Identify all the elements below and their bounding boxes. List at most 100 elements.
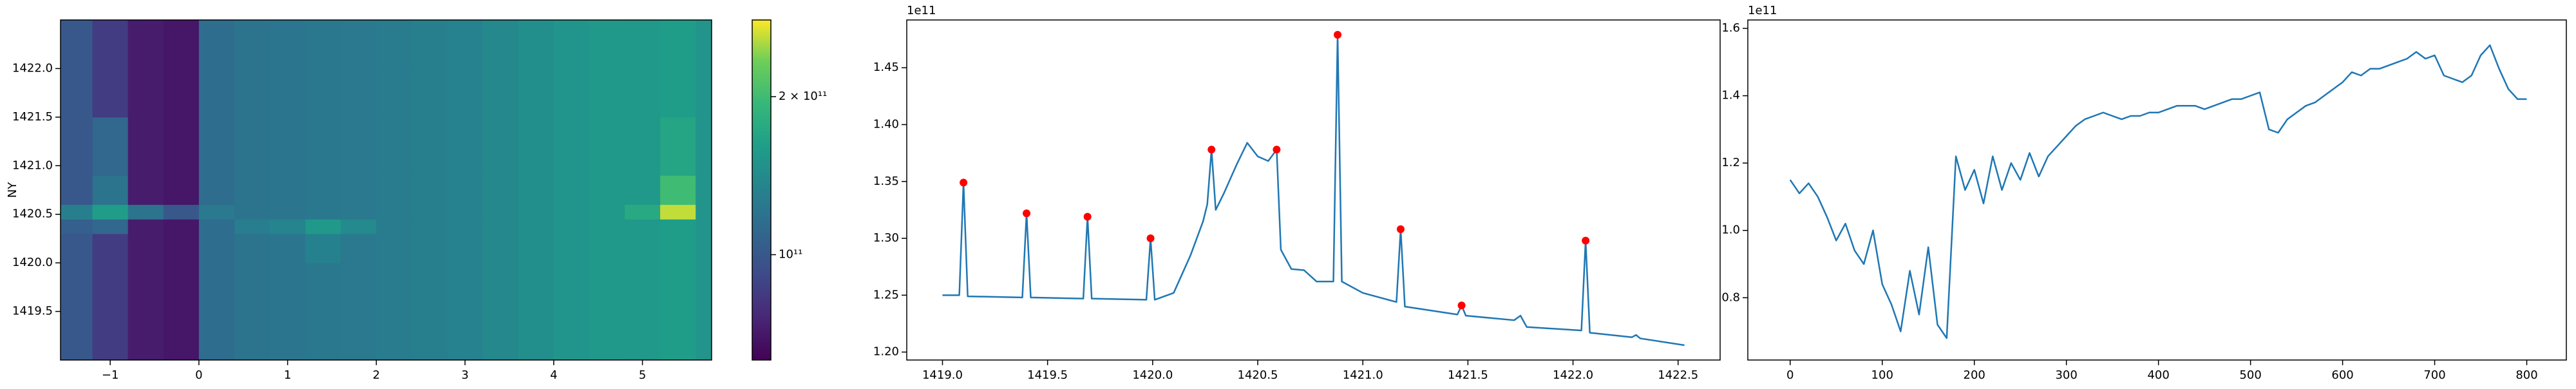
heatmap-cell <box>625 20 661 69</box>
heatmap-cell <box>198 175 235 205</box>
heatmap-cell <box>128 263 164 312</box>
heatmap-cell <box>128 20 164 69</box>
x-tick-label: 600 <box>2331 368 2353 382</box>
heatmap-cell <box>376 20 412 69</box>
heatmap-cell <box>376 233 412 263</box>
heatmap-cell <box>234 204 270 220</box>
peak-marker <box>1083 213 1092 221</box>
heatmap-cell <box>660 233 696 263</box>
heatmap-cell <box>553 204 590 220</box>
heatmap-cell <box>482 219 519 234</box>
heatmap-cell <box>341 233 377 263</box>
heatmap-cell <box>341 68 377 118</box>
heatmap-cell <box>518 263 554 312</box>
peak-marker <box>1457 301 1466 310</box>
heatmap-cell <box>128 311 164 360</box>
y-tick-label: 1421.5 <box>12 110 53 124</box>
heatmap-cell <box>61 117 93 176</box>
heatmap-cell <box>163 219 200 234</box>
heatmap-cell <box>61 311 93 360</box>
heatmap-cell <box>518 20 554 69</box>
heatmap-cell <box>92 263 129 312</box>
heatmap-cell <box>412 68 448 118</box>
heatmap-cell <box>163 263 200 312</box>
x-tick-label: 800 <box>2515 368 2537 382</box>
heatmap-cell <box>341 263 377 312</box>
heatmap-cell <box>660 311 696 360</box>
heatmap-cell <box>305 117 341 176</box>
heatmap-cell <box>482 204 519 220</box>
heatmap-cell <box>553 263 590 312</box>
y-tick-label: 0.8 <box>1721 290 1740 304</box>
heatmap-cell <box>270 219 306 234</box>
x-tick-label: 5 <box>639 368 646 382</box>
heatmap-cell <box>625 263 661 312</box>
data-line <box>1789 44 2527 339</box>
heatmap-cell <box>660 204 696 220</box>
heatmap-cell <box>128 233 164 263</box>
heatmap-cell <box>92 68 129 118</box>
heatmap-cell <box>696 311 712 360</box>
heatmap-cell <box>447 219 484 234</box>
heatmap-cell <box>198 117 235 176</box>
heatmap-cell <box>128 204 164 220</box>
x-tick-label: 1420.0 <box>1132 368 1173 382</box>
heatmap-cell <box>341 117 377 176</box>
heatmap-cell <box>696 175 712 205</box>
heatmap-cell <box>482 311 519 360</box>
heatmap-cell <box>696 117 712 176</box>
heatmap-cell <box>376 117 412 176</box>
heatmap-cell <box>625 311 661 360</box>
x-tick-label: 1422.5 <box>1658 368 1698 382</box>
heatmap-cell <box>696 204 712 220</box>
heatmap-cell <box>518 175 554 205</box>
peak-marker <box>1023 209 1031 218</box>
heatmap-cell <box>61 175 93 205</box>
heatmap-cell <box>234 68 270 118</box>
heatmap-cell <box>589 20 625 69</box>
heatmap-cell <box>589 204 625 220</box>
heatmap-cell <box>198 263 235 312</box>
heatmap-cell <box>61 233 93 263</box>
heatmap-cell <box>553 233 590 263</box>
heatmap-cell <box>696 219 712 234</box>
heatmap-cell <box>447 311 484 360</box>
heatmap-cell <box>270 263 306 312</box>
colorbar-tick-label: 2 × 10¹¹ <box>779 90 827 103</box>
heatmap-cell <box>447 20 484 69</box>
heatmap-cell <box>92 219 129 234</box>
x-tick-label: 2 <box>373 368 380 382</box>
heatmap-cell <box>447 68 484 118</box>
heatmap-cell <box>234 117 270 176</box>
heatmap-cell <box>198 204 235 220</box>
heatmap-cell <box>270 117 306 176</box>
heatmap-cell <box>270 20 306 69</box>
heatmap-cell <box>412 263 448 312</box>
heatmap-cell <box>553 219 590 234</box>
heatmap-cell <box>270 311 306 360</box>
heatmap-cell <box>198 311 235 360</box>
heatmap-cell <box>163 68 200 118</box>
heatmap-cell <box>305 263 341 312</box>
heatmap-cell <box>198 68 235 118</box>
heatmap-cell <box>305 204 341 220</box>
heatmap-cells <box>61 20 712 360</box>
y-tick-label: 1420.5 <box>12 207 53 221</box>
heatmap-cell <box>660 20 696 69</box>
heatmap-cell <box>518 117 554 176</box>
heatmap-cell <box>589 263 625 312</box>
y-offset-text: 1e11 <box>1748 4 1777 17</box>
colorbar-tick-label: 10¹¹ <box>779 247 802 261</box>
x-tick-label: 1420.5 <box>1238 368 1278 382</box>
heatmap-cell <box>305 311 341 360</box>
x-tick-label: −1 <box>102 368 119 382</box>
heatmap-cell <box>482 117 519 176</box>
heatmap-cell <box>92 311 129 360</box>
axes-frame <box>906 19 1721 361</box>
heatmap-cell <box>270 204 306 220</box>
heatmap-cell <box>518 219 554 234</box>
heatmap-cell <box>447 263 484 312</box>
heatmap-cell <box>412 219 448 234</box>
heatmap-cell <box>163 311 200 360</box>
x-tick-label: 700 <box>2423 368 2445 382</box>
